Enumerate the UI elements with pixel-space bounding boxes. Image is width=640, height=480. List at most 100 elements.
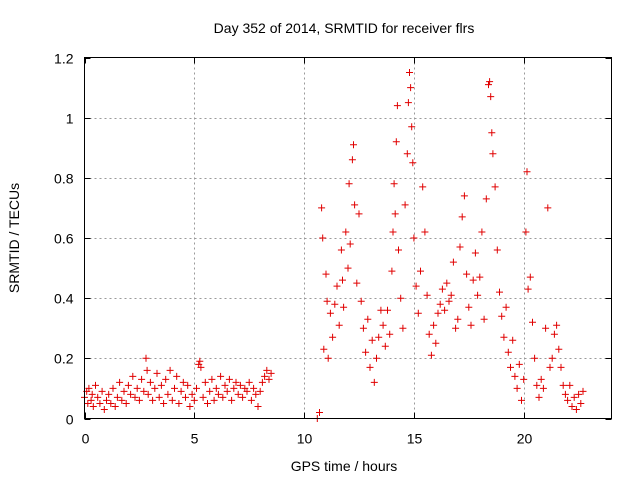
data-point (247, 396, 255, 404)
data-point (214, 390, 222, 398)
data-point (486, 78, 494, 86)
chart-title: Day 352 of 2014, SRMTID for receiver flr… (214, 20, 475, 36)
data-point (111, 403, 119, 410)
data-point (388, 267, 396, 275)
data-point (320, 345, 328, 353)
data-point (414, 309, 422, 317)
data-point (333, 282, 341, 290)
data-point (410, 234, 418, 242)
data-point (127, 390, 135, 398)
data-point (441, 306, 449, 314)
data-point (212, 384, 220, 392)
x-axis-label: GPS time / hours (291, 458, 398, 474)
data-point (344, 264, 352, 272)
data-point (548, 354, 556, 362)
data-point (373, 354, 380, 362)
data-point (520, 375, 528, 383)
data-point (223, 387, 231, 395)
data-point (467, 321, 475, 329)
data-point (175, 400, 183, 407)
data-point (523, 168, 531, 176)
data-point (118, 396, 126, 404)
data-point (162, 375, 170, 383)
data-point (460, 192, 468, 200)
y-tick-label: 1 (66, 111, 74, 127)
data-point (254, 403, 262, 410)
data-point (228, 396, 236, 404)
data-point (533, 381, 541, 389)
data-point (323, 297, 331, 305)
data-point (465, 303, 473, 311)
data-point (340, 303, 348, 311)
data-point (443, 279, 451, 287)
data-point (236, 381, 244, 389)
data-point (89, 403, 97, 410)
data-point (92, 381, 99, 389)
data-point (100, 406, 108, 413)
data-point (261, 372, 269, 380)
data-point (107, 400, 115, 407)
data-point (258, 378, 266, 386)
data-point (364, 315, 372, 323)
data-point (342, 228, 350, 236)
data-point (421, 228, 429, 236)
data-point (579, 387, 587, 395)
data-point (94, 393, 102, 401)
data-point (230, 384, 238, 392)
data-point (491, 183, 499, 191)
data-point (542, 324, 550, 332)
data-point (88, 390, 96, 398)
data-point (438, 285, 446, 293)
data-point (146, 378, 154, 386)
data-point (120, 387, 128, 395)
data-point (239, 393, 247, 401)
data-point (267, 369, 275, 377)
data-point (498, 312, 506, 320)
data-point (427, 351, 435, 359)
data-point (572, 406, 580, 413)
data-point (379, 321, 387, 329)
data-point (555, 345, 563, 353)
data-point (245, 378, 253, 386)
data-point (496, 288, 503, 296)
data-point (171, 384, 178, 392)
data-point (157, 381, 165, 389)
data-point (436, 300, 444, 308)
data-point (566, 381, 574, 389)
data-point (129, 372, 137, 380)
data-point (397, 294, 405, 302)
data-point (124, 381, 132, 389)
data-point (513, 384, 521, 392)
data-point (319, 234, 327, 242)
data-point (188, 390, 196, 398)
data-point (355, 210, 363, 218)
data-point (331, 300, 339, 308)
data-point (149, 396, 157, 404)
data-point (243, 387, 251, 395)
y-tick-label: 0.8 (54, 171, 74, 187)
data-point (87, 396, 95, 404)
x-tick-label: 15 (407, 431, 423, 447)
data-point (488, 129, 496, 137)
tick-layer: 0 0.2 0.4 0.6 0.8 1 1.2 0 5 10 15 20 (54, 51, 612, 447)
data-point (401, 201, 409, 209)
data-point (550, 330, 558, 338)
data-point (131, 393, 139, 401)
data-point (432, 339, 440, 347)
data-point (389, 228, 397, 236)
data-point (168, 396, 176, 404)
data-point (526, 273, 534, 281)
data-point (447, 291, 455, 299)
data-point (449, 258, 457, 266)
data-point (144, 390, 152, 398)
data-point (478, 228, 486, 236)
data-point (234, 390, 242, 398)
data-point (164, 390, 172, 398)
data-point (208, 375, 216, 383)
data-point (423, 291, 431, 299)
y-tick-label: 1.2 (54, 51, 74, 67)
data-point (219, 393, 227, 401)
x-tick-label: 10 (297, 431, 313, 447)
data-point (529, 318, 536, 326)
